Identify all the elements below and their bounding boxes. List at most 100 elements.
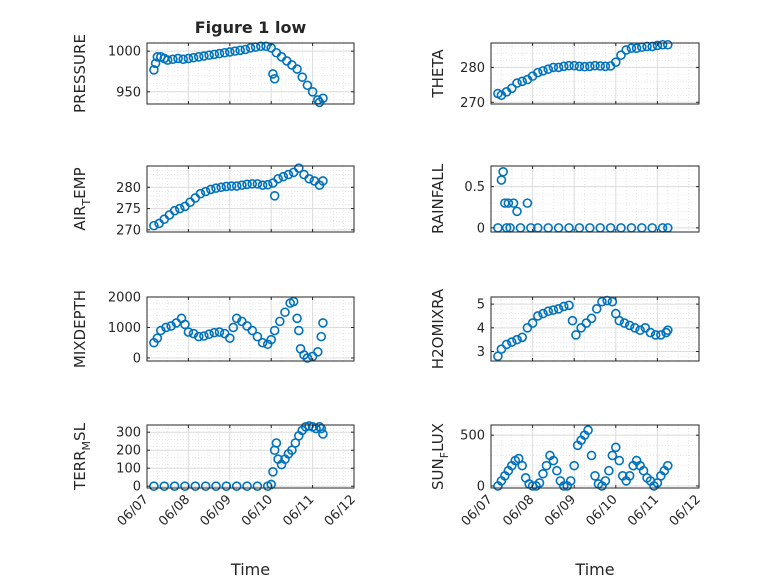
data-series xyxy=(493,295,673,362)
y-tick-label: 950 xyxy=(116,85,141,100)
data-point xyxy=(297,72,308,82)
subplot-2: 270 280 THETA xyxy=(429,39,700,111)
data-point xyxy=(647,41,658,52)
data-point xyxy=(506,83,517,94)
y-axis-label: TERRMSL xyxy=(71,422,93,491)
data-point xyxy=(269,73,280,84)
data-point xyxy=(266,334,277,345)
data-point xyxy=(662,460,673,471)
data-point xyxy=(302,353,313,363)
data-series xyxy=(149,41,328,108)
data-point xyxy=(567,315,578,326)
data-point xyxy=(278,171,289,182)
data-point xyxy=(538,308,548,319)
data-series xyxy=(149,163,328,231)
x-tick-label: 06/12 xyxy=(667,492,704,529)
data-point xyxy=(522,323,533,333)
y-tick-label: 300 xyxy=(116,426,141,441)
data-point xyxy=(318,429,328,439)
data-point xyxy=(591,304,602,314)
data-point xyxy=(595,61,606,71)
data-point xyxy=(543,64,554,74)
data-point xyxy=(268,466,278,477)
data-point xyxy=(174,203,185,214)
y-tick-label: 280 xyxy=(460,61,485,76)
data-point xyxy=(635,325,645,335)
data-point xyxy=(581,318,592,328)
y-axis-label: AIRTEMP xyxy=(71,167,93,230)
x-axis-label: Time xyxy=(230,560,270,579)
data-point xyxy=(574,61,585,72)
axes-box xyxy=(490,42,700,105)
x-tick-label: 06/10 xyxy=(584,492,621,529)
data-point xyxy=(188,52,199,63)
data-point xyxy=(614,315,625,326)
data-point xyxy=(552,465,562,476)
data-point xyxy=(496,344,507,354)
data-point xyxy=(304,173,314,184)
data-point xyxy=(548,62,559,73)
data-point xyxy=(631,43,642,54)
y-axis-label: RAINFALL xyxy=(429,163,447,234)
data-point xyxy=(235,45,245,56)
data-point xyxy=(149,220,159,231)
data-point xyxy=(316,331,327,342)
data-point xyxy=(204,50,214,61)
data-point xyxy=(661,327,671,338)
data-point xyxy=(193,331,204,342)
y-axis-label: SUNFLUX xyxy=(429,423,451,490)
data-point xyxy=(558,301,569,312)
data-point xyxy=(199,51,209,61)
data-point xyxy=(257,337,268,348)
data-point xyxy=(517,332,528,343)
x-tick-label: 06/08 xyxy=(156,492,193,529)
data-point xyxy=(226,181,237,191)
data-point xyxy=(657,39,668,50)
data-point xyxy=(231,313,242,324)
data-point xyxy=(252,179,263,189)
data-point xyxy=(586,313,597,324)
data-point xyxy=(230,46,240,56)
data-point xyxy=(506,337,517,347)
y-tick-label: 0 xyxy=(133,351,141,366)
data-point xyxy=(607,450,618,461)
subplot-7: 06/07 06/08 06/09 06/10 06/11 06/12 0 100 200 300… xyxy=(71,421,359,579)
x-tick-label: 06/09 xyxy=(542,492,579,529)
data-point xyxy=(538,468,548,479)
x-tick-label: 06/08 xyxy=(500,492,537,529)
subplot-6: 3 4 5 H2OMIXRA xyxy=(429,288,700,369)
data-point xyxy=(630,323,640,333)
data-point xyxy=(156,325,166,336)
data-point xyxy=(564,60,574,71)
data-point xyxy=(640,323,651,333)
data-point xyxy=(228,322,239,333)
data-point xyxy=(292,313,302,324)
data-point xyxy=(169,205,180,216)
data-point xyxy=(586,450,597,461)
data-point xyxy=(645,327,656,338)
data-point xyxy=(204,329,214,339)
y-tick-label: 0 xyxy=(477,221,485,236)
data-point xyxy=(538,66,548,76)
data-point xyxy=(569,460,580,471)
data-point xyxy=(161,322,171,333)
data-point xyxy=(558,481,569,491)
data-point xyxy=(604,465,614,476)
data-point xyxy=(193,52,204,62)
data-point xyxy=(590,60,600,71)
data-point xyxy=(209,327,220,338)
data-point xyxy=(242,179,252,190)
data-point xyxy=(273,173,283,184)
data-point xyxy=(173,53,183,64)
data-point xyxy=(534,478,545,488)
data-point xyxy=(584,61,595,72)
data-point xyxy=(188,328,199,339)
data-point xyxy=(565,476,576,486)
data-point xyxy=(610,442,621,453)
data-point xyxy=(169,481,180,492)
data-point xyxy=(541,460,552,471)
data-point xyxy=(579,61,590,72)
axes-box xyxy=(490,296,700,362)
data-point xyxy=(245,43,256,53)
data-point xyxy=(247,179,258,189)
